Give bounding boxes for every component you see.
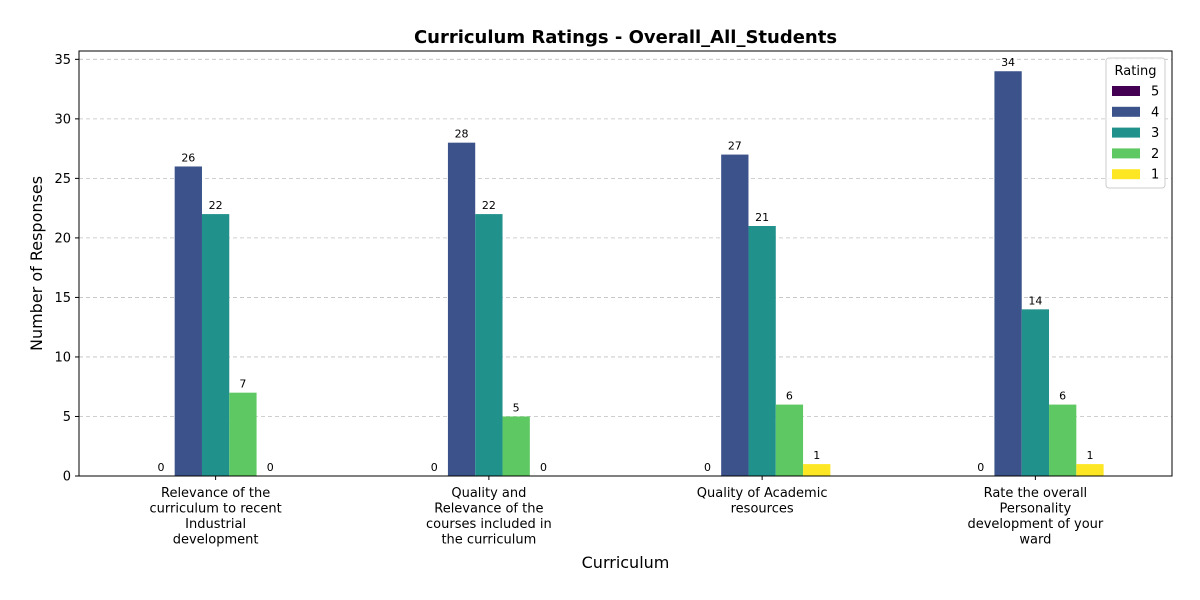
bar <box>721 154 749 477</box>
legend-swatch <box>1112 86 1140 96</box>
bar-value-label: 14 <box>1028 294 1042 307</box>
x-tick-label: Industrial <box>185 517 246 532</box>
legend-title: Rating <box>1115 64 1157 79</box>
y-tick-label: 10 <box>54 350 71 365</box>
x-tick-label: Quality of Academic <box>697 486 828 501</box>
grid-layer <box>79 58 1172 417</box>
x-tick-label: courses included in <box>426 517 552 532</box>
chart-title: Curriculum Ratings - Overall_All_Student… <box>414 27 837 48</box>
bar <box>201 214 230 476</box>
x-tick-label: resources <box>731 502 794 517</box>
bar <box>475 214 503 476</box>
bar-value-label: 5 <box>513 401 520 414</box>
bar <box>1021 309 1050 476</box>
bar-value-label: 6 <box>786 390 793 403</box>
bar-value-label: 0 <box>540 461 547 474</box>
plot-frame <box>78 50 1173 477</box>
y-axis-label: Number of Responses <box>27 176 46 351</box>
bar <box>775 404 804 476</box>
legend-item-label: 3 <box>1151 126 1159 141</box>
bar <box>447 142 476 476</box>
legend-items: 5 4 3 2 1 <box>1112 85 1159 183</box>
x-tick-label: Relevance of the <box>161 486 270 501</box>
y-tick-label: 35 <box>54 53 71 68</box>
bar-value-label: 0 <box>704 461 711 474</box>
x-tick-label: Personality <box>1000 502 1072 517</box>
x-tick-label: development of your <box>967 517 1103 532</box>
bar-value-label: 27 <box>728 140 742 153</box>
legend-swatch <box>1112 106 1140 117</box>
bar-value-label: 7 <box>239 378 246 391</box>
bar-value-label: 21 <box>755 211 769 224</box>
x-tick-label: Rate the overall <box>984 486 1088 501</box>
y-axis-ticks: 0 5 10 15 20 25 30 35 <box>54 53 79 485</box>
y-tick-label: 0 <box>63 470 71 485</box>
bar-value-label: 22 <box>482 199 496 212</box>
x-axis-label: Curriculum <box>582 553 670 572</box>
y-tick-label: 15 <box>54 291 71 306</box>
y-tick-label: 30 <box>54 112 71 127</box>
bar-value-label: 1 <box>813 449 820 462</box>
y-tick-label: 5 <box>63 410 71 425</box>
bar <box>229 392 257 476</box>
bar-value-label: 0 <box>267 461 274 474</box>
y-tick-label: 20 <box>54 231 71 246</box>
bar-value-label: 28 <box>455 128 469 141</box>
legend-item-label: 2 <box>1151 147 1159 162</box>
legend-item-label: 5 <box>1151 85 1159 100</box>
data-labels: 0 26 22 7 0 0 28 22 5 0 0 27 21 6 1 0 34 14 6 1 <box>158 56 1094 474</box>
bar-value-label: 6 <box>1059 390 1066 403</box>
bar <box>994 71 1022 476</box>
bar-value-label: 26 <box>181 151 195 164</box>
legend-swatch <box>1112 127 1140 138</box>
bar <box>502 416 530 476</box>
x-tick-label: development <box>173 533 259 548</box>
bar-value-label: 34 <box>1001 56 1015 69</box>
legend-item-label: 4 <box>1151 105 1159 120</box>
y-tick-label: 25 <box>54 172 71 187</box>
bar <box>803 464 831 476</box>
bar <box>174 166 202 476</box>
legend: Rating 5 4 3 2 1 <box>1105 57 1166 189</box>
x-tick-label: Quality and <box>451 486 526 501</box>
x-tick-label: Relevance of the <box>434 502 543 517</box>
bar-value-label: 0 <box>158 461 165 474</box>
legend-swatch <box>1112 148 1140 159</box>
x-tick-label: curriculum to recent <box>150 502 282 517</box>
bar-value-label: 0 <box>431 461 438 474</box>
bar-value-label: 1 <box>1086 449 1093 462</box>
legend-swatch <box>1112 169 1140 180</box>
x-tick-label: the curriculum <box>441 533 536 548</box>
x-tick-label: ward <box>1019 533 1051 548</box>
bar <box>748 226 776 476</box>
bar-value-label: 0 <box>977 461 984 474</box>
bar <box>1076 464 1104 476</box>
bars-layer <box>174 71 1104 477</box>
legend-item-label: 1 <box>1151 168 1159 183</box>
bar-value-label: 22 <box>209 199 223 212</box>
bar <box>1049 404 1077 476</box>
